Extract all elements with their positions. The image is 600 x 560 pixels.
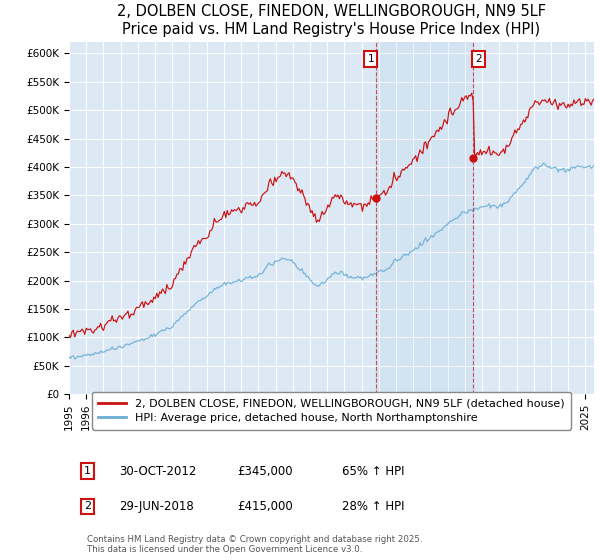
Title: 2, DOLBEN CLOSE, FINEDON, WELLINGBOROUGH, NN9 5LF
Price paid vs. HM Land Registr: 2, DOLBEN CLOSE, FINEDON, WELLINGBOROUGH… bbox=[117, 4, 546, 36]
Text: 2: 2 bbox=[475, 54, 482, 64]
Text: 1: 1 bbox=[84, 466, 91, 476]
Text: 29-JUN-2018: 29-JUN-2018 bbox=[119, 500, 194, 513]
Legend: 2, DOLBEN CLOSE, FINEDON, WELLINGBOROUGH, NN9 5LF (detached house), HPI: Average: 2, DOLBEN CLOSE, FINEDON, WELLINGBOROUGH… bbox=[92, 392, 571, 430]
Text: 2: 2 bbox=[84, 501, 91, 511]
Bar bbox=[376, 42, 473, 394]
Text: 28% ↑ HPI: 28% ↑ HPI bbox=[342, 500, 404, 513]
Text: 30-OCT-2012: 30-OCT-2012 bbox=[119, 465, 196, 478]
Text: £345,000: £345,000 bbox=[237, 465, 293, 478]
Text: 65% ↑ HPI: 65% ↑ HPI bbox=[342, 465, 404, 478]
Text: £415,000: £415,000 bbox=[237, 500, 293, 513]
Text: 1: 1 bbox=[367, 54, 374, 64]
Text: Contains HM Land Registry data © Crown copyright and database right 2025.
This d: Contains HM Land Registry data © Crown c… bbox=[88, 535, 423, 554]
